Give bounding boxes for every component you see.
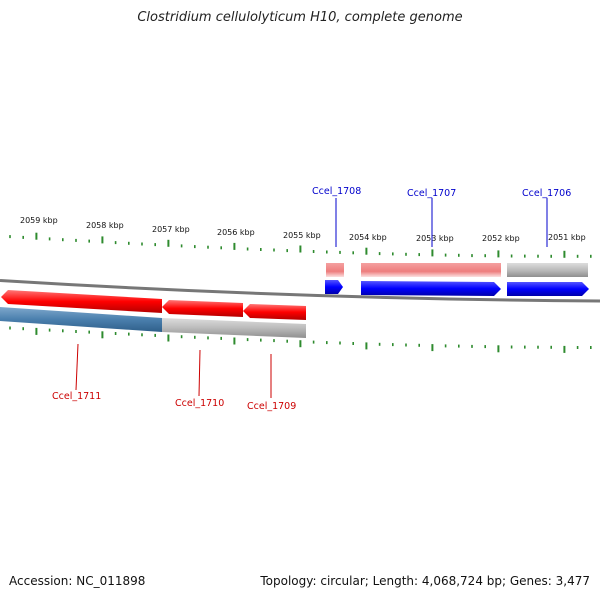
reverse-cds-track — [1, 290, 306, 320]
cds-arrow-ccel-1706[interactable] — [507, 282, 589, 296]
forward-gene-labels: Ccel_1708 Ccel_1707 Ccel_1706 — [312, 186, 571, 247]
kbp-label-2056: 2056 kbp — [217, 228, 255, 237]
kbp-label-2051: 2051 kbp — [548, 233, 586, 242]
label-ccel-1710[interactable]: Ccel_1710 — [175, 398, 224, 409]
reverse-gene-track — [0, 307, 306, 338]
kbp-label-2058: 2058 kbp — [86, 221, 124, 230]
cds-arrow-ccel-1710[interactable] — [162, 300, 243, 317]
forward-cds-track — [325, 280, 589, 296]
gene-bar-ccel-1707[interactable] — [361, 263, 501, 277]
kbp-label-2055: 2055 kbp — [283, 231, 321, 240]
label-ccel-1707[interactable]: Ccel_1707 — [407, 188, 456, 199]
lower-scale-ticks — [9, 326, 592, 353]
upper-scale-ticks — [9, 232, 592, 258]
gene-bar-ccel-1711[interactable] — [0, 307, 162, 332]
label-ccel-1709[interactable]: Ccel_1709 — [247, 401, 296, 412]
kbp-label-2053: 2053 kbp — [416, 234, 454, 243]
genome-title: Clostridium cellulolyticum H10, complete… — [137, 10, 463, 25]
cds-arrow-ccel-1707[interactable] — [361, 281, 501, 296]
reverse-gene-labels: Ccel_1711 Ccel_1710 Ccel_1709 — [52, 343, 296, 412]
forward-gene-track — [326, 263, 588, 277]
label-ccel-1706[interactable]: Ccel_1706 — [522, 188, 571, 199]
genome-info-label: Topology: circular; Length: 4,068,724 bp… — [260, 574, 590, 588]
gene-bar-ccel-1710-1709[interactable] — [162, 318, 306, 338]
accession-label: Accession: NC_011898 — [9, 574, 146, 588]
cds-arrow-ccel-1709[interactable] — [243, 304, 306, 320]
gene-bar-ccel-1706[interactable] — [507, 263, 588, 277]
cds-arrow-ccel-1711[interactable] — [1, 290, 162, 313]
cds-arrow-ccel-1708[interactable] — [325, 280, 343, 294]
kbp-scale-labels: 2059 kbp 2058 kbp 2057 kbp 2056 kbp 2055… — [20, 216, 586, 243]
gene-bar-ccel-1708[interactable] — [326, 263, 344, 277]
backbone-track — [0, 279, 600, 303]
kbp-label-2059: 2059 kbp — [20, 216, 58, 225]
kbp-label-2054: 2054 kbp — [349, 233, 387, 242]
label-ccel-1708[interactable]: Ccel_1708 — [312, 186, 361, 197]
kbp-label-2052: 2052 kbp — [482, 234, 520, 243]
kbp-label-2057: 2057 kbp — [152, 225, 190, 234]
label-ccel-1711[interactable]: Ccel_1711 — [52, 391, 101, 402]
